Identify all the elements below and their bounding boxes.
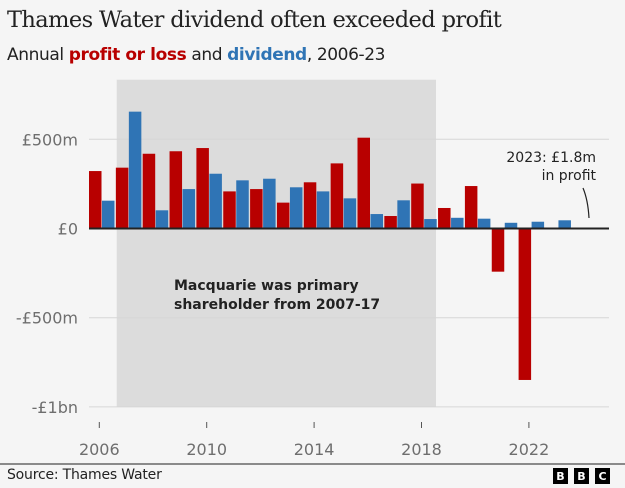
dividend-bar-2008 bbox=[155, 210, 169, 229]
profit-bar-2011 bbox=[223, 191, 236, 229]
annotation-2023-line1: 2023: £1.8m bbox=[506, 150, 596, 166]
chart-subtitle: Annual profit or loss and dividend, 2006… bbox=[7, 45, 385, 65]
dividend-bar-2007 bbox=[128, 111, 142, 229]
subtitle-dividend-key: dividend bbox=[227, 45, 307, 65]
subtitle-prefix: Annual bbox=[7, 45, 69, 65]
profit-bar-2014 bbox=[303, 182, 317, 229]
profit-bar-2013 bbox=[276, 202, 290, 229]
dividend-bar-2023 bbox=[558, 220, 571, 229]
macquarie-label-line2: shareholder from 2007-17 bbox=[174, 297, 380, 313]
profit-bar-2009 bbox=[169, 151, 183, 229]
dividend-bar-2010 bbox=[209, 173, 222, 229]
profit-bar-2022 bbox=[518, 228, 532, 380]
dividend-bar-2022 bbox=[531, 221, 545, 229]
dividend-bar-2020 bbox=[477, 218, 491, 229]
dividend-bar-2016 bbox=[370, 214, 383, 229]
dividend-bar-2009 bbox=[182, 189, 196, 229]
profit-bar-2021 bbox=[491, 228, 505, 272]
y-tick-label: £500m bbox=[22, 130, 78, 149]
dividend-bar-2015 bbox=[343, 198, 357, 229]
y-tick-label: £0 bbox=[58, 220, 78, 239]
dividend-bar-2011 bbox=[236, 180, 249, 229]
dividend-bar-2013 bbox=[289, 187, 303, 229]
macquarie-period-shade bbox=[116, 79, 436, 407]
dividend-bar-2019 bbox=[451, 217, 464, 229]
profit-bar-2018 bbox=[411, 183, 424, 229]
bars bbox=[89, 111, 571, 380]
bbc-logo-letter: B bbox=[553, 468, 568, 484]
dividend-bar-2021 bbox=[504, 222, 518, 229]
bbc-logo-letter: B bbox=[574, 468, 589, 484]
profit-bar-2016 bbox=[357, 137, 370, 229]
x-tick-label: 2018 bbox=[401, 440, 442, 459]
dividend-bar-2018 bbox=[424, 219, 437, 229]
x-tick-label: 2006 bbox=[79, 440, 120, 459]
bar-chart: £500m£0-£500m-£1bn 2006 2010 2014 2018 2022 … bbox=[16, 79, 609, 459]
annotation-2023-line2: in profit bbox=[542, 168, 597, 184]
x-tick-label: 2014 bbox=[294, 440, 335, 459]
x-tick-label: 2022 bbox=[509, 440, 550, 459]
profit-bar-2017 bbox=[384, 216, 397, 229]
profit-bar-2006 bbox=[89, 171, 102, 229]
profit-bar-2012 bbox=[250, 189, 263, 229]
y-axis-labels: £500m £0 -£500m -£1bn bbox=[16, 130, 78, 417]
subtitle-profit-key: profit or loss bbox=[68, 45, 187, 65]
dividend-bar-2014 bbox=[316, 191, 330, 229]
bbc-logo-letter: C bbox=[595, 468, 610, 484]
source-note: Source: Thames Water bbox=[7, 467, 162, 483]
bbc-logo: B B C bbox=[553, 468, 610, 484]
subtitle-mid: and bbox=[186, 45, 228, 65]
profit-bar-2010 bbox=[196, 148, 209, 229]
annotation-leader-line bbox=[582, 187, 590, 219]
y-tick-label: -£1bn bbox=[32, 398, 78, 417]
subtitle-suffix: , 2006-23 bbox=[306, 45, 386, 65]
x-axis: 2006 2010 2014 2018 2022 bbox=[79, 422, 549, 459]
x-tick-label: 2010 bbox=[186, 440, 227, 459]
profit-bar-2019 bbox=[438, 207, 451, 229]
footer-divider bbox=[0, 463, 625, 465]
chart-title: Thames Water dividend often exceeded pro… bbox=[7, 7, 502, 33]
dividend-bar-2012 bbox=[263, 178, 276, 229]
profit-bar-2007 bbox=[115, 167, 129, 229]
profit-bar-2015 bbox=[330, 163, 344, 229]
dividend-bar-2017 bbox=[397, 200, 410, 229]
y-tick-label: -£500m bbox=[16, 309, 78, 328]
profit-bar-2020 bbox=[464, 186, 478, 229]
macquarie-label-line1: Macquarie was primary bbox=[174, 278, 359, 294]
profit-bar-2008 bbox=[142, 153, 156, 229]
dividend-bar-2006 bbox=[102, 200, 115, 229]
